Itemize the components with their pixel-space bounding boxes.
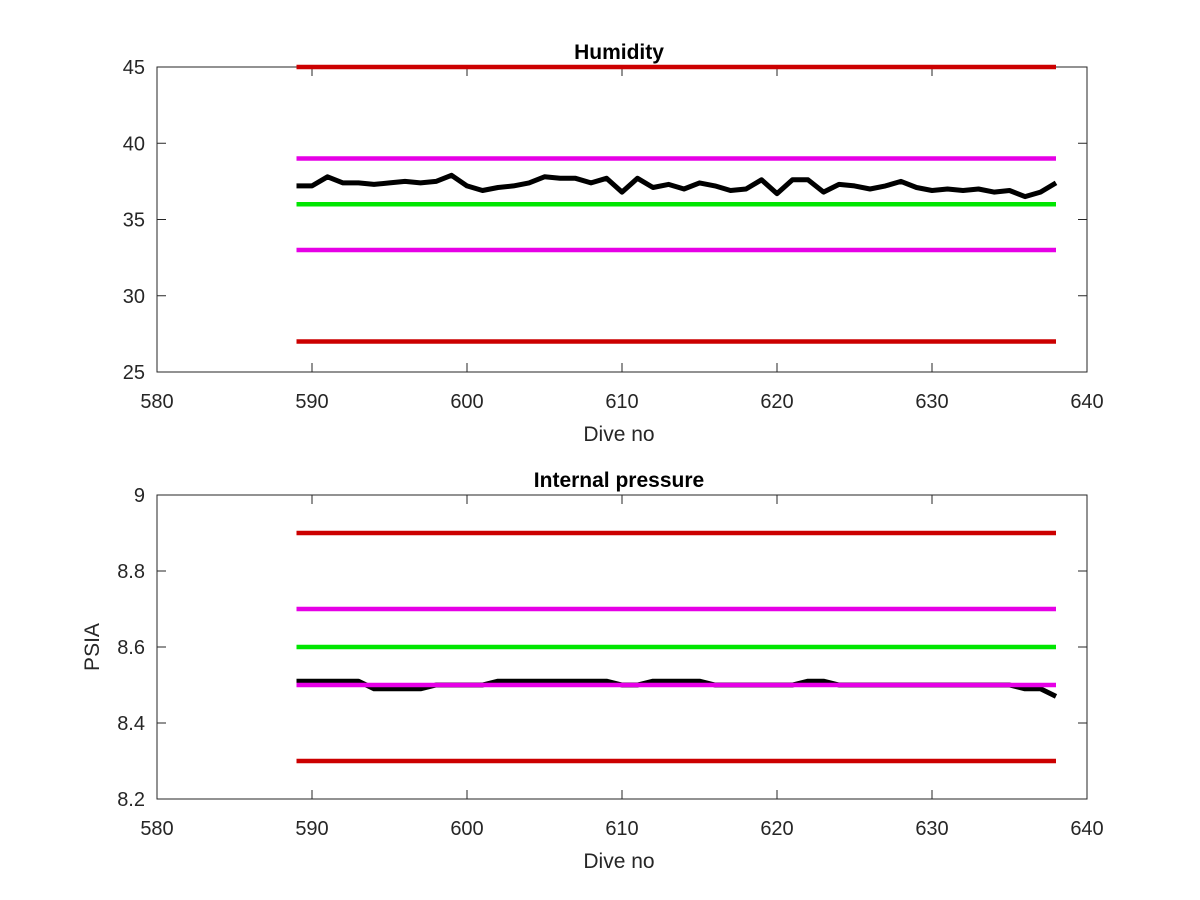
series-line-measurement-5: [296, 172, 1058, 200]
chart-title: Humidity: [574, 41, 664, 64]
x-tick-label: 590: [295, 391, 328, 413]
x-tick-label: 600: [450, 818, 483, 840]
x-tick-label: 600: [450, 391, 483, 413]
y-tick-label: 8.2: [117, 789, 145, 811]
y-tick-label: 45: [123, 57, 145, 79]
x-axis-label: Dive no: [583, 850, 654, 873]
x-axis-label: Dive no: [583, 423, 654, 446]
y-tick-label: 30: [123, 286, 145, 308]
x-tick-label: 580: [140, 391, 173, 413]
y-tick-label: 8.8: [117, 561, 145, 583]
internal-pressure-panel: 580 590 600 610 620 630 640 8.2 8.4 8.6 8.8 9 Intern…: [81, 469, 1104, 873]
x-tick-label: 640: [1070, 391, 1103, 413]
y-tick-label: 40: [123, 133, 145, 155]
y-axis-label: PSIA: [81, 623, 104, 671]
axes-box: [156, 66, 1088, 373]
y-tick-label: 8.4: [117, 713, 145, 735]
y-tick-label: 8.6: [117, 637, 145, 659]
x-tick-label: 630: [915, 818, 948, 840]
x-tick-label: 610: [605, 391, 638, 413]
x-tick-label: 590: [295, 818, 328, 840]
y-tick-label: 25: [123, 362, 145, 384]
x-tick-label: 580: [140, 818, 173, 840]
x-tick-label: 630: [915, 391, 948, 413]
x-tick-label: 620: [760, 818, 793, 840]
chart-title: Internal pressure: [534, 469, 704, 492]
x-tick-label: 620: [760, 391, 793, 413]
x-tick-label: 610: [605, 818, 638, 840]
y-tick-label: 9: [134, 485, 145, 507]
x-tick-label: 640: [1070, 818, 1103, 840]
y-tick-label: 35: [123, 210, 145, 232]
humidity-panel: 580 590 600 610 620 630 640 25 30 35 40 45 Humidity D…: [123, 41, 1104, 446]
